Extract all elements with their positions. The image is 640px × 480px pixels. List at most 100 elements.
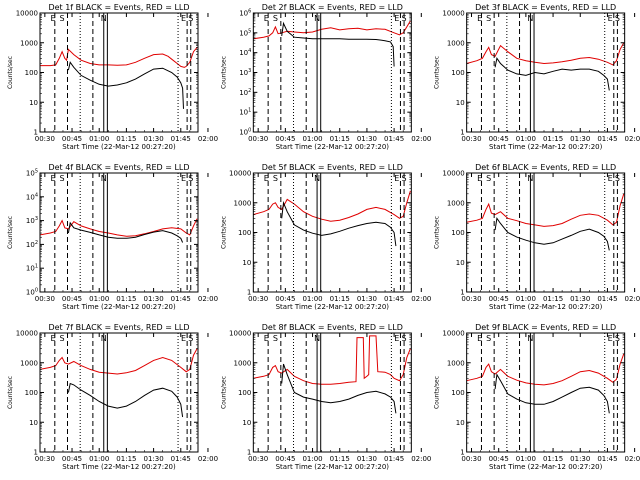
y-axis-label: Counts/sec bbox=[434, 216, 441, 249]
y-tick-label: 10000 bbox=[229, 330, 251, 338]
x-tick-label: 01:00 bbox=[516, 295, 536, 303]
marker-letter: E bbox=[181, 174, 186, 183]
events-series-line bbox=[494, 216, 610, 251]
marker-letter: S bbox=[615, 14, 620, 23]
panel-title: Det 9f BLACK = Events, RED = LLD bbox=[475, 323, 616, 332]
x-tick-label: 01:00 bbox=[302, 455, 322, 463]
lld-series-line bbox=[466, 193, 625, 227]
y-tick-label: 1000 bbox=[447, 39, 465, 47]
marker-letter: S bbox=[273, 14, 278, 23]
events-series-line bbox=[67, 382, 184, 418]
x-tick-label: 01:00 bbox=[516, 135, 536, 143]
marker-letter: N bbox=[314, 14, 320, 23]
x-tick-label: 01:30 bbox=[357, 135, 377, 143]
marker-letter: S bbox=[615, 334, 620, 343]
lld-series-line bbox=[40, 348, 198, 375]
x-tick-label: 01:30 bbox=[570, 135, 590, 143]
y-tick-label: 1 bbox=[247, 289, 251, 297]
panel-title: Det 2f BLACK = Events, RED = LLD bbox=[262, 3, 403, 12]
x-tick-label: 01:45 bbox=[597, 295, 617, 303]
marker-letter: E bbox=[50, 14, 55, 23]
x-tick-label: 01:45 bbox=[597, 135, 617, 143]
y-axis-label: Counts/sec bbox=[7, 376, 14, 409]
marker-letter: S bbox=[188, 174, 193, 183]
lld-series-line bbox=[40, 218, 198, 237]
y-tick-label: 1000 bbox=[447, 359, 465, 367]
x-tick-label: 01:45 bbox=[384, 455, 404, 463]
y-axis-label: Counts/sec bbox=[434, 376, 441, 409]
y-tick-label: 1 bbox=[460, 289, 464, 297]
marker-letter: N bbox=[527, 14, 533, 23]
y-tick-label: 1 bbox=[460, 449, 464, 457]
plot-frame bbox=[252, 332, 412, 453]
lld-series-line bbox=[253, 190, 411, 222]
y-tick-label: 104 bbox=[239, 48, 251, 57]
marker-letter: S bbox=[615, 174, 620, 183]
lld-series-line bbox=[466, 353, 625, 386]
panel-title: Det 3f BLACK = Events, RED = LLD bbox=[475, 3, 616, 12]
x-tick-label: 01:30 bbox=[143, 455, 163, 463]
marker-letter: S bbox=[273, 334, 278, 343]
panel-title: Det 8f BLACK = Events, RED = LLD bbox=[262, 323, 403, 332]
x-tick-label: 01:15 bbox=[543, 295, 563, 303]
marker-letter: N bbox=[527, 334, 533, 343]
x-tick-label: 01:45 bbox=[171, 135, 191, 143]
x-tick-label: 01:00 bbox=[516, 455, 536, 463]
y-tick-label: 1 bbox=[460, 129, 464, 137]
y-tick-label: 1 bbox=[34, 129, 38, 137]
y-tick-label: 10000 bbox=[229, 170, 251, 178]
y-tick-label: 102 bbox=[239, 88, 251, 97]
marker-letter: S bbox=[486, 174, 491, 183]
x-axis-label: Start Time (22-Mar-12 00:27:20) bbox=[489, 143, 603, 151]
x-tick-label: 02:00 bbox=[411, 135, 431, 143]
x-tick-label: 01:00 bbox=[302, 295, 322, 303]
x-tick-label: 00:45 bbox=[275, 295, 295, 303]
y-tick-label: 100 bbox=[25, 69, 38, 77]
x-tick-label: 00:30 bbox=[248, 135, 268, 143]
marker-letter: E bbox=[477, 334, 482, 343]
y-axis-label: Counts/sec bbox=[7, 216, 14, 249]
y-tick-label: 102 bbox=[26, 240, 38, 249]
marker-letter: E bbox=[264, 14, 269, 23]
x-tick-label: 01:15 bbox=[543, 455, 563, 463]
y-axis-label: Counts/sec bbox=[7, 56, 14, 89]
plot-frame bbox=[252, 172, 412, 293]
marker-letter: E bbox=[264, 334, 269, 343]
marker-letter: N bbox=[101, 174, 107, 183]
x-tick-label: 00:30 bbox=[461, 135, 481, 143]
y-tick-label: 10 bbox=[242, 419, 251, 427]
y-tick-label: 10 bbox=[29, 419, 38, 427]
y-tick-label: 101 bbox=[239, 108, 251, 117]
x-tick-label: 00:45 bbox=[489, 295, 509, 303]
marker-letter: E bbox=[477, 14, 482, 23]
x-tick-label: 00:30 bbox=[248, 295, 268, 303]
x-tick-label: 02:00 bbox=[411, 455, 431, 463]
y-tick-label: 1 bbox=[34, 449, 38, 457]
events-series-line bbox=[281, 21, 395, 67]
panel-title: Det 4f BLACK = Events, RED = LLD bbox=[48, 163, 189, 172]
panel-title: Det 7f BLACK = Events, RED = LLD bbox=[48, 323, 189, 332]
x-axis-label: Start Time (22-Mar-12 00:27:20) bbox=[62, 303, 176, 311]
x-axis-label: Start Time (22-Mar-12 00:27:20) bbox=[276, 143, 390, 151]
x-tick-label: 00:30 bbox=[35, 295, 55, 303]
plot-frame bbox=[39, 12, 199, 133]
y-tick-label: 100 bbox=[451, 69, 464, 77]
y-tick-label: 1000 bbox=[234, 199, 252, 207]
plot-frame bbox=[39, 332, 199, 453]
y-axis-label: Counts/sec bbox=[434, 56, 441, 89]
marker-letter: N bbox=[314, 334, 320, 343]
marker-letter: N bbox=[527, 174, 533, 183]
x-tick-label: 01:45 bbox=[171, 295, 191, 303]
y-tick-label: 1000 bbox=[20, 359, 38, 367]
y-tick-label: 103 bbox=[26, 216, 38, 225]
panel-title: Det 5f BLACK = Events, RED = LLD bbox=[262, 163, 403, 172]
marker-letter: S bbox=[402, 14, 407, 23]
x-tick-label: 02:00 bbox=[198, 455, 218, 463]
marker-letter: S bbox=[402, 334, 407, 343]
x-tick-label: 02:00 bbox=[625, 135, 640, 143]
x-tick-label: 01:15 bbox=[330, 295, 350, 303]
